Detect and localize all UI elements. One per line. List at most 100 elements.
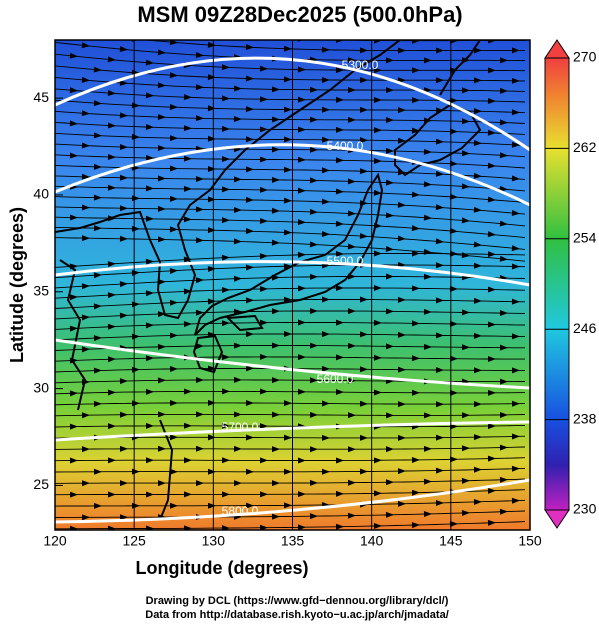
flow-arrow [321,167,330,174]
flow-arrow [221,254,230,261]
flow-arrow [259,388,268,395]
flow-arrow [435,47,444,54]
flow-arrow [107,89,116,96]
flow-arrow [397,331,406,338]
colorbar [544,57,570,511]
flow-arrow [207,105,216,112]
flow-arrow [107,356,116,363]
flow-arrow [297,156,306,163]
flow-arrow [373,96,382,103]
flow-arrow [284,468,292,475]
flow-arrow [423,511,432,518]
flow-arrow [473,332,482,339]
flow-arrow [245,434,254,441]
flow-arrow [511,209,520,216]
flow-arrow [208,399,216,406]
flow-arrow [119,411,128,418]
flow-arrow [499,508,508,515]
flow-arrow [487,321,496,328]
flow-arrow [411,355,420,362]
flow-arrow [259,286,268,293]
flow-arrow [233,275,242,282]
y-tick-label: 45 [33,89,49,105]
flow-arrow [487,487,496,494]
colorbar-tick-label: 262 [573,139,597,155]
streamline [55,446,526,450]
flow-arrow [207,502,216,509]
flow-arrow [69,325,78,332]
flow-arrow [335,523,344,530]
contour-label: 5800.0 [222,504,259,518]
flow-arrow [119,445,128,452]
flow-arrow [245,196,254,203]
flow-arrow [69,52,78,59]
flow-arrow [81,142,90,149]
colorbar-tick-label: 238 [573,410,597,426]
flow-arrow [297,96,306,103]
flow-arrow [195,206,204,213]
flow-arrow [397,468,406,475]
flow-arrow [271,116,280,123]
title: MSM 09Z28Dec2025 (500.0hPa) [137,2,462,27]
flow-arrow [473,139,482,146]
flow-arrow [359,137,368,144]
flow-arrow [347,86,356,93]
contour-label: 5500.0 [327,254,364,268]
flow-arrow [222,32,230,39]
flow-arrow [108,22,117,29]
flow-arrow [385,479,394,486]
contour-line [55,56,530,152]
flow-arrow [81,412,90,419]
flow-arrow [119,281,128,288]
flow-arrow [511,497,520,504]
flow-arrow [145,92,154,99]
flow-arrow [487,455,496,462]
flow-arrow [423,412,432,419]
flow-arrow [309,86,318,93]
flow-arrow [259,156,268,163]
flow-arrow [385,87,394,94]
flow-arrow [474,531,482,537]
flow-arrow [473,77,482,84]
flow-arrow [145,322,154,329]
flow-arrow [335,250,344,257]
flow-arrow [93,163,102,170]
flow-arrow [119,79,128,86]
flow-arrow [93,100,102,107]
flow-arrow [233,207,242,214]
flow-arrow [195,175,204,182]
flow-arrow [335,126,344,133]
flow-arrow [183,185,192,192]
x-tick-label: 145 [439,533,463,549]
flow-arrow [435,500,444,507]
flow-arrow [347,308,356,315]
flow-arrow [461,412,470,419]
flow-arrow [473,47,482,54]
flow-arrow [93,400,102,407]
flow-arrow [335,188,344,195]
flow-arrow [184,422,192,429]
flow-arrow [246,536,254,542]
flow-arrow [373,319,382,326]
colorbar-tick-label: 254 [573,230,597,246]
flow-arrow [259,65,268,72]
flow-arrow [487,389,496,396]
x-tick-label: 130 [202,533,226,549]
flow-arrow [309,377,318,384]
flow-arrow [473,466,482,473]
flow-arrow [321,365,330,372]
flow-arrow [449,389,458,396]
flow-arrow [271,446,280,453]
contours: 5300.0 5400.0 5500.0 5600.0 5700.0 5800.0 [55,56,530,524]
flow-arrow [207,41,216,48]
flow-arrow [169,299,178,306]
y-tick-label: 40 [33,186,49,202]
flow-arrow [221,156,230,163]
flow-arrow [461,344,470,351]
flow-arrow [271,411,280,418]
streamline [55,154,526,169]
flow-arrow [449,456,458,463]
flow-arrow [347,479,356,486]
flow-arrow [183,125,192,132]
